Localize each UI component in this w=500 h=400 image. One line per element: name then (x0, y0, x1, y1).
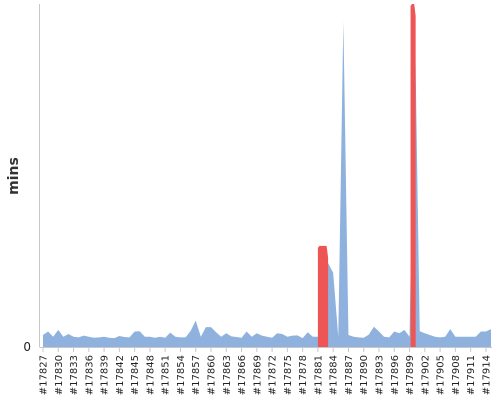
x-tick-label: #17839 (100, 355, 111, 395)
x-tick-label: #17899 (405, 355, 416, 395)
plot-area (43, 4, 491, 347)
y-tick-label-0: 0 (23, 340, 31, 354)
x-tick-label: #17893 (375, 355, 386, 395)
highlight-bar-0 (317, 245, 329, 347)
x-tick-label: #17872 (268, 355, 279, 395)
x-tick-label: #17890 (359, 355, 370, 395)
x-tick-label: #17875 (283, 355, 294, 395)
highlight-layer (317, 4, 416, 347)
x-tick-label: #17854 (176, 355, 187, 395)
x-tick-label: #17833 (69, 355, 80, 395)
x-axis-tick-labels: #17827 #17830 #17833 #17836 #17839 #17842 #178… (39, 355, 493, 395)
x-tick-label: #17830 (54, 355, 65, 395)
x-tick-label: #17902 (420, 355, 431, 395)
x-tick-label: #17869 (252, 355, 263, 395)
x-tick-label: #17905 (436, 355, 447, 395)
x-tick-label: #17848 (145, 355, 156, 395)
highlight-bar-1 (410, 4, 416, 347)
x-tick-label: #17887 (344, 355, 355, 395)
y-axis-label: mins (6, 157, 22, 195)
x-tick-label: #17857 (191, 355, 202, 395)
x-tick-label: #17866 (237, 355, 248, 395)
x-tick-label: #17842 (115, 355, 126, 395)
x-tick-label: #17827 (39, 355, 50, 395)
x-tick-label: #17881 (313, 355, 324, 395)
x-tick-label: #17836 (84, 355, 95, 395)
x-tick-label: #17851 (161, 355, 172, 395)
x-tick-label: #17908 (451, 355, 462, 395)
x-tick-label: #17884 (329, 355, 340, 395)
x-tick-label: #17878 (298, 355, 309, 395)
x-tick-label: #17896 (390, 355, 401, 395)
x-tick-label: #17911 (466, 355, 477, 395)
x-tick-label: #17863 (222, 355, 233, 395)
x-tick-label: #17860 (207, 355, 218, 395)
x-tick-label: #17914 (481, 355, 492, 395)
x-axis-ticks (42, 348, 487, 352)
series-area (43, 4, 491, 347)
x-tick-label: #17845 (130, 355, 141, 395)
